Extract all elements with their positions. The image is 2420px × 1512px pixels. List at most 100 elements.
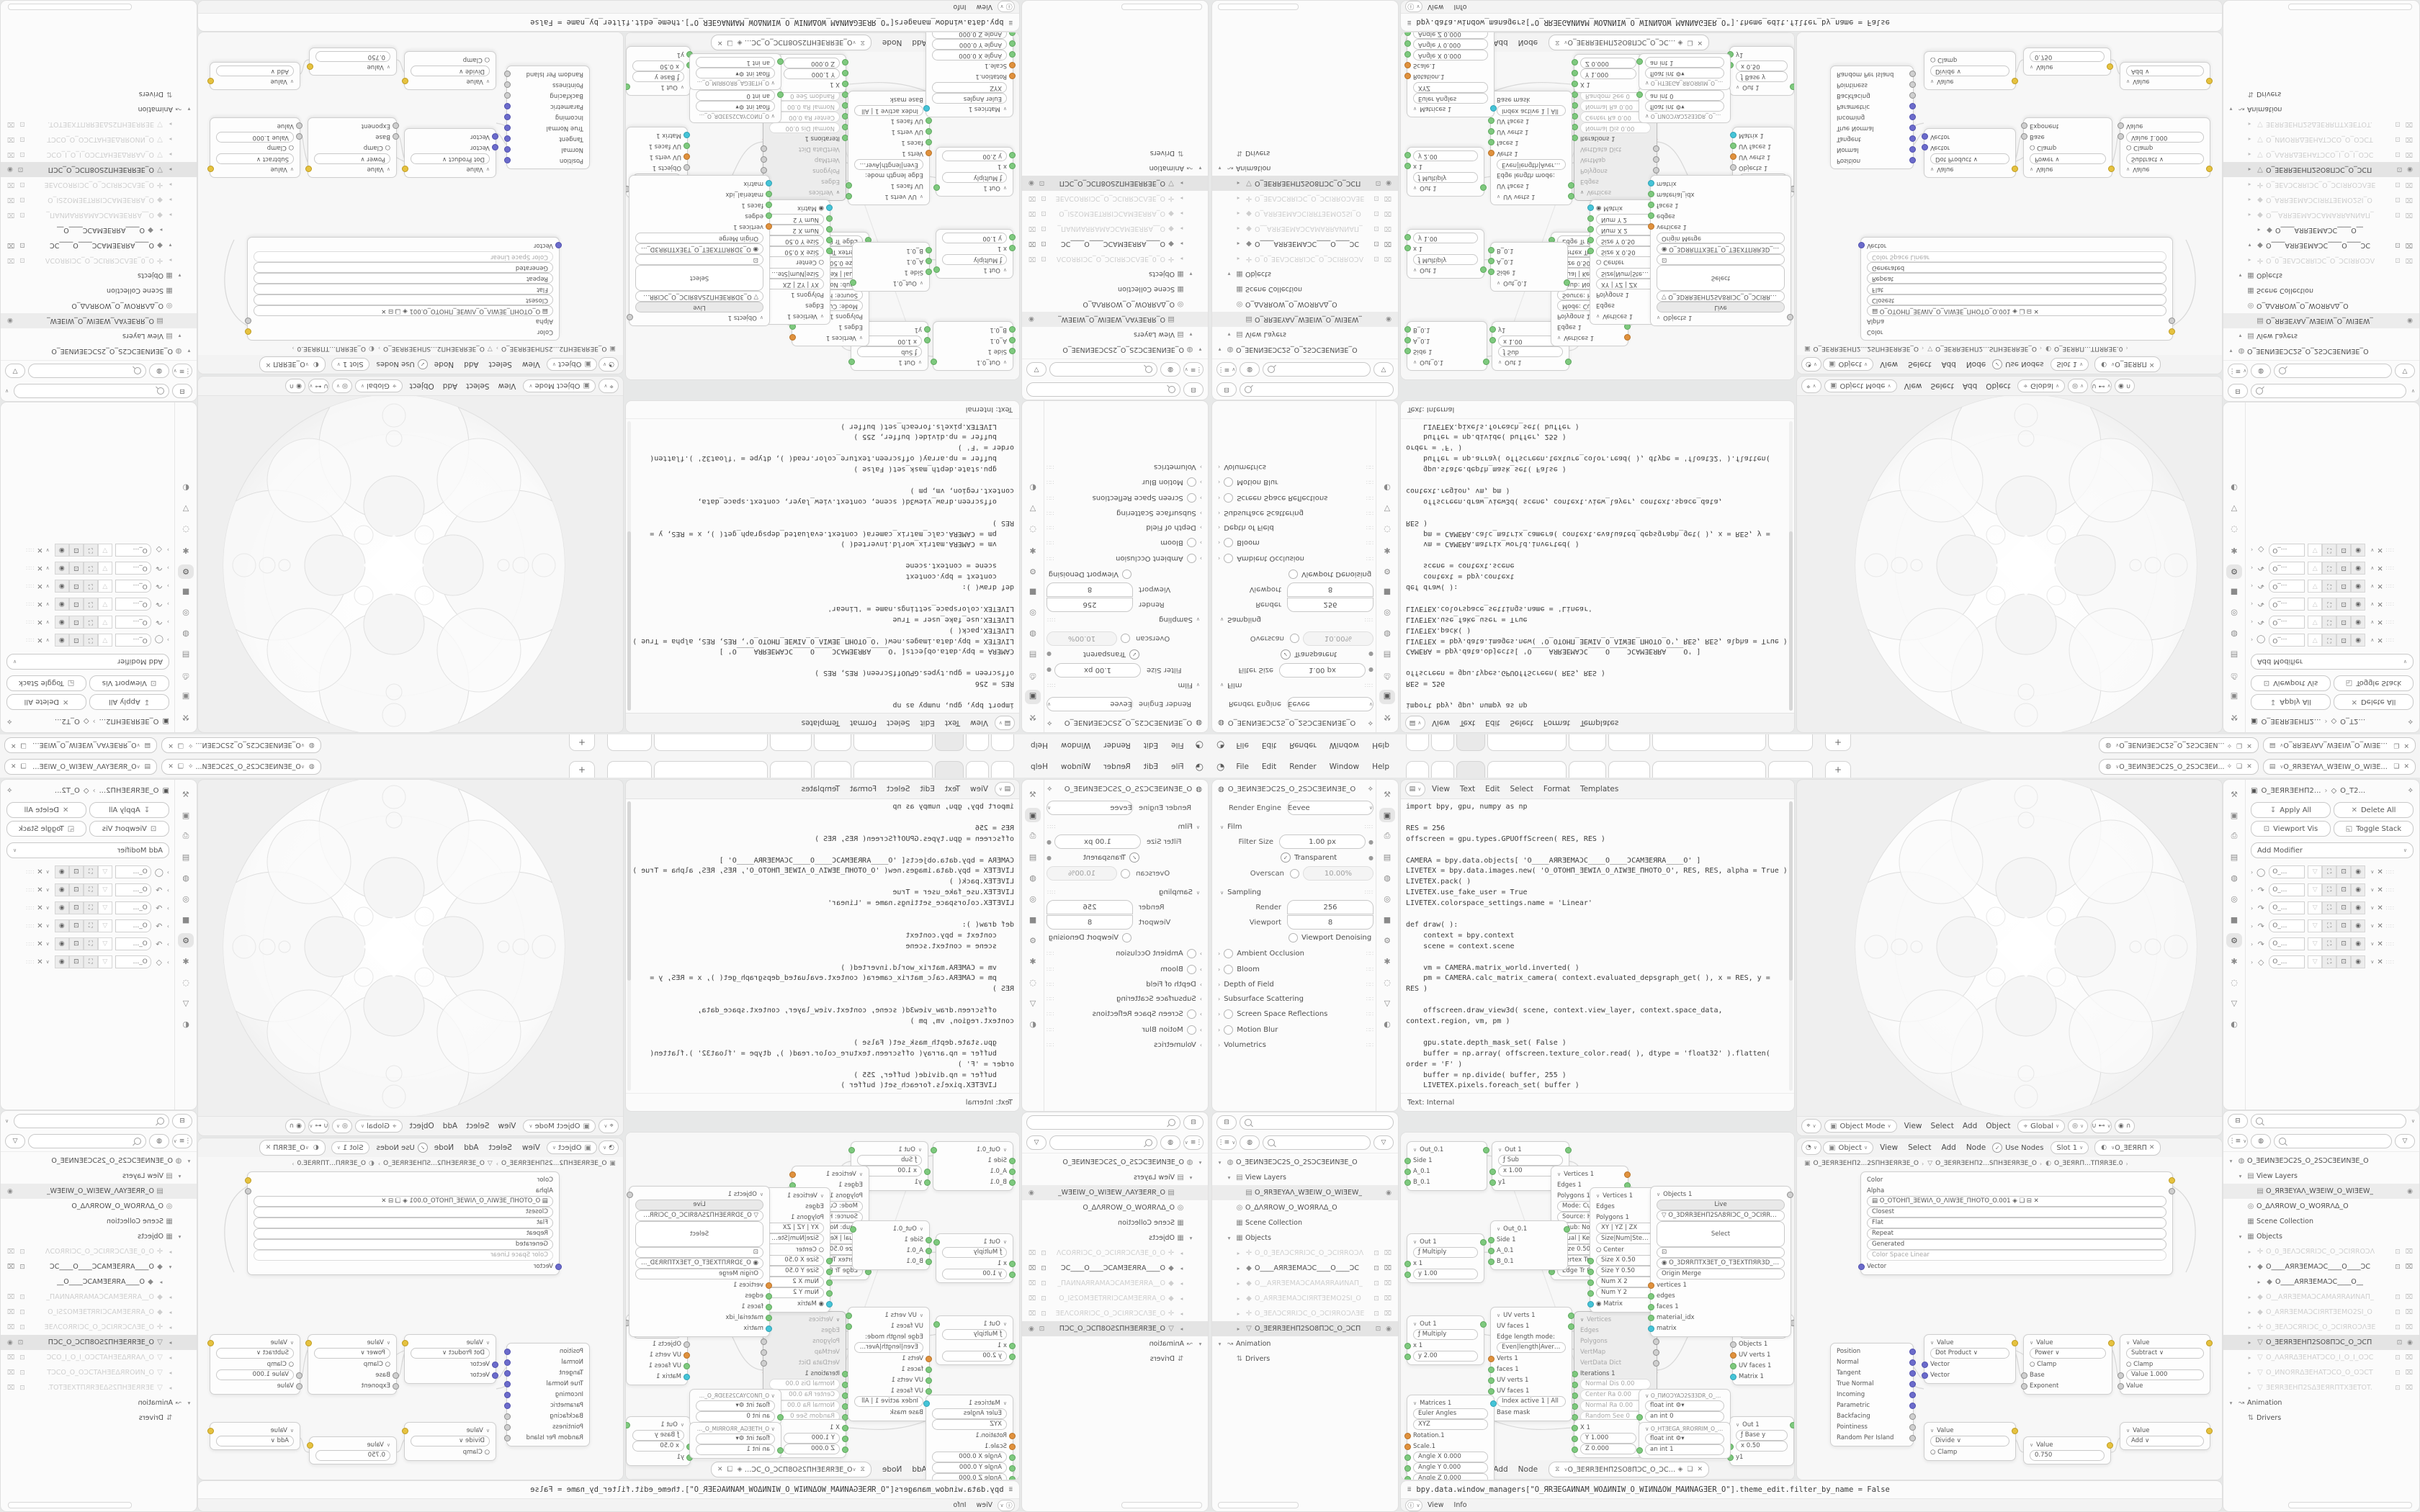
node-row[interactable]: Value bbox=[402, 1337, 496, 1348]
outliner-item[interactable]: ▸ ✛ O_0_ƎEΛƆCЯRIƆC_O_ƆCIЯROƆΛ ⊡ ⌧ bbox=[2223, 1244, 2419, 1259]
node-row[interactable]: Select bbox=[1651, 265, 1791, 291]
node-row[interactable]: an int 1 bbox=[690, 1444, 784, 1455]
node-row[interactable]: Verts 1 bbox=[1488, 1353, 1572, 1364]
outliner-search-input[interactable] bbox=[28, 1134, 146, 1148]
node-row[interactable]: Objects 1 bbox=[1730, 1338, 1793, 1349]
node-row[interactable]: Value bbox=[2118, 121, 2210, 132]
outliner-item[interactable]: ◎ O_ΔΛЯROW_O_WOЯRΛΔ_O bbox=[1, 1199, 197, 1214]
node-row[interactable]: faces 1 bbox=[848, 138, 932, 148]
node-row[interactable]: Value bbox=[210, 121, 302, 132]
editor-type-button[interactable]: ⋮≡ ∨ bbox=[2228, 364, 2248, 378]
properties-tab-icon[interactable]: ⎙ bbox=[1384, 831, 1391, 840]
node-row[interactable]: Out 1 bbox=[848, 357, 928, 368]
outliner-search-input[interactable] bbox=[2251, 384, 2406, 398]
node-row[interactable]: Vertices bbox=[761, 1314, 846, 1325]
viewport-menu-item[interactable]: Add bbox=[442, 1122, 458, 1130]
modifier-row[interactable]: › ↷ O_... ▽ ⛶ ⊡ ◉ ∨ ✕ ∷∷ bbox=[2251, 919, 2414, 932]
node-row[interactable]: Edges bbox=[1574, 1325, 1659, 1336]
modifier-tool-button[interactable]: ✕ Delete All bbox=[2334, 694, 2414, 710]
transparent-checkbox[interactable]: ✓ Transparent bbox=[1281, 649, 1366, 660]
node-row[interactable]: matrix bbox=[1648, 1323, 1791, 1333]
topbar-menu-item[interactable]: Window bbox=[1060, 741, 1091, 750]
collapsed-section[interactable]: › Ambient Occlusion ∷∷ bbox=[1047, 554, 1202, 563]
node-row[interactable]: Euler Angles bbox=[926, 93, 1013, 104]
material-slot-select[interactable]: Slot 1 ∨ bbox=[2051, 1141, 2089, 1154]
copy-icon[interactable]: ❏ bbox=[2393, 742, 2400, 749]
editor-type-button[interactable]: ⌖ ∨ bbox=[599, 379, 619, 393]
node-tree-selector[interactable]: ⧖∨ O_ƎEЯRƎEHП2SO8ПƆC_O_ƆCП8O2SПHƎEЯRƎE_O… bbox=[710, 35, 871, 50]
node-row[interactable]: Vector bbox=[1922, 1369, 2015, 1380]
outliner-item[interactable]: ⇅ Drivers bbox=[1, 1410, 197, 1426]
node-row[interactable]: Edge length mode: bbox=[865, 1333, 923, 1341]
node-row[interactable]: VertMap bbox=[1574, 1346, 1659, 1357]
visibility-icons[interactable]: ⊡ ⌧ bbox=[2395, 135, 2414, 143]
info-menu-item[interactable]: View bbox=[976, 1501, 992, 1509]
expand-icon[interactable]: ▸ bbox=[1180, 210, 1183, 217]
outliner-item[interactable]: ▸ ✛ O_ƎEΛƆCЯRIƆC_O_ƆCIЯROƆΛƎE ⊡ ⌧ bbox=[1212, 1306, 1398, 1321]
node-editor-menu-item[interactable]: Node bbox=[434, 1143, 454, 1152]
node-row[interactable]: Out 1 bbox=[1492, 1144, 1572, 1155]
node-row[interactable]: matrix bbox=[629, 179, 772, 189]
outliner-item[interactable]: ▸ ▽ O_ИNOЯRΔƎEHATƆCO_O_OƆCT ⊡ ⌧ bbox=[1, 132, 197, 147]
modifier-delete-icon[interactable]: ✕ bbox=[37, 564, 43, 572]
properties-tab-icon[interactable]: ✱ bbox=[2231, 546, 2238, 556]
expand-icon[interactable]: ▸ bbox=[169, 1309, 172, 1315]
scrollbar[interactable] bbox=[8, 4, 132, 10]
node-canvas[interactable]: ▣ O_ƎEЯRƎEHП2...2SПHƎEЯRƎE_O › ▽ O_ƎEЯRƎE… bbox=[198, 32, 623, 355]
editor-type-button[interactable]: ⓘ ∨ bbox=[1405, 1, 1422, 13]
transparent-checkbox[interactable]: ✓ Transparent bbox=[1281, 852, 1366, 863]
modifier-name-field[interactable]: O_... bbox=[2269, 919, 2305, 932]
workspace-tab[interactable] bbox=[1768, 734, 1814, 751]
node-row[interactable]: Euler Angles bbox=[926, 1408, 1013, 1419]
node-row[interactable]: Edge length mode: bbox=[1497, 171, 1555, 179]
workspace-tab[interactable] bbox=[934, 734, 964, 751]
editor-type-button[interactable]: ⌖ ∨ bbox=[1801, 379, 1821, 393]
visibility-icons[interactable]: ⊡ ◉ bbox=[1027, 1325, 1045, 1333]
node-row[interactable]: Value bbox=[1924, 76, 2018, 87]
properties-tab-icon[interactable]: ▣ bbox=[2230, 810, 2238, 820]
modifier-tool-button[interactable]: ↧ Apply All bbox=[2251, 694, 2331, 710]
visibility-icons[interactable]: ⊡ ⌧ bbox=[1027, 255, 1047, 263]
expand-icon[interactable]: ▸ bbox=[169, 1339, 172, 1346]
modifier-drag-handle[interactable]: ∷∷ bbox=[2385, 618, 2395, 626]
expand-icon[interactable]: ▸ bbox=[1237, 210, 1240, 217]
properties-tab-icon[interactable]: ▣ bbox=[2230, 692, 2238, 702]
collapsed-section[interactable]: › Volumetrics ∷∷ bbox=[1218, 463, 1373, 471]
node-row[interactable]: ⊡ bbox=[629, 1247, 769, 1258]
node-row[interactable]: Index active 1 | All bbox=[848, 1396, 929, 1407]
expand-icon[interactable]: ▾ bbox=[1189, 271, 1193, 277]
expand-icon[interactable]: ▸ bbox=[169, 197, 172, 203]
expand-icon[interactable]: ▸ bbox=[2257, 1279, 2261, 1285]
scene-filter-button[interactable]: ◍ bbox=[149, 1134, 169, 1148]
expand-icon[interactable]: ▸ bbox=[1180, 1265, 1183, 1272]
outliner-item[interactable]: ▦ Scene Collection bbox=[1212, 1215, 1398, 1230]
node-row[interactable]: Scale.1 bbox=[1404, 1441, 1494, 1452]
expand-icon[interactable]: ▸ bbox=[2248, 151, 2251, 158]
outliner-item[interactable]: ▾ ▦ Objects bbox=[1022, 1230, 1208, 1246]
node-row[interactable]: faces 1 bbox=[1488, 1364, 1572, 1374]
node-row[interactable]: Origin Merge bbox=[629, 1269, 769, 1279]
modifier-drag-handle[interactable]: ∷∷ bbox=[25, 546, 35, 554]
node-row[interactable]: Base bbox=[2021, 132, 2112, 143]
node-row[interactable]: vertices 1 bbox=[629, 1279, 772, 1290]
outliner-item[interactable]: ▦ Scene Collection bbox=[1022, 1215, 1208, 1230]
shader-context-select[interactable]: ▣ Object ∨ bbox=[1823, 1141, 1874, 1154]
expand-icon[interactable]: ▸ bbox=[1237, 256, 1240, 262]
visibility-icons[interactable]: ⊡ ⌧ bbox=[1027, 1264, 1047, 1272]
node-row[interactable]: Pointiness bbox=[1831, 1421, 1916, 1432]
code-area[interactable]: import bpy, gpu, numpy as np RES = 256 off… bbox=[632, 418, 1019, 714]
modifier-delete-icon[interactable]: ✕ bbox=[2377, 940, 2383, 948]
outliner-item[interactable]: ▸ ✛ O_ƎEΛƆCЯRIƆC_O_ƆCIЯROƆΛƎE ⊡ ⌧ bbox=[1022, 1306, 1208, 1321]
outliner-item[interactable]: ▾ ◆ O____AЯRƎEMAƆC____O____ƆC ⊡ ⌧ bbox=[1, 238, 197, 253]
viewport-denoising-checkbox[interactable]: Viewport Denoising bbox=[1047, 570, 1131, 579]
modifier-drag-handle[interactable]: ∷∷ bbox=[25, 940, 35, 948]
properties-tab-icon[interactable]: ◎ bbox=[182, 894, 189, 904]
node-row[interactable]: UV verts 1 bbox=[846, 192, 929, 202]
